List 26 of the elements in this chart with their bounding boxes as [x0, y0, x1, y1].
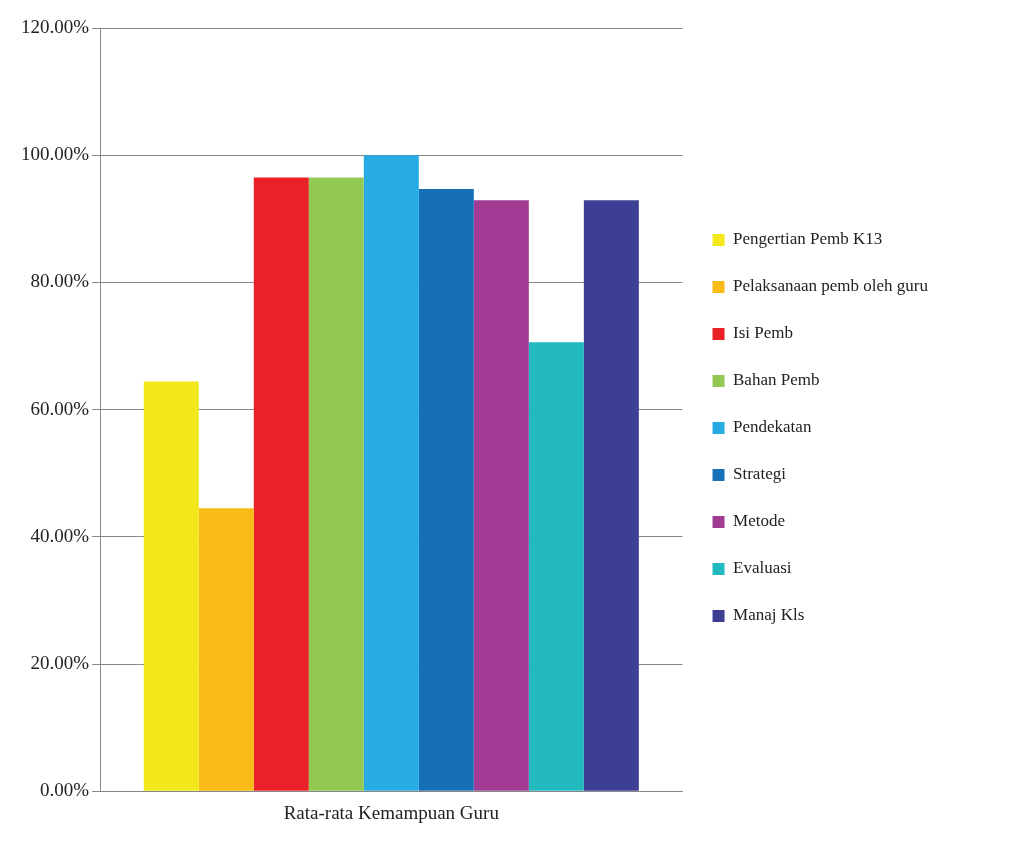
legend-label: Pendekatan [733, 417, 812, 437]
y-tick-label: 0.00% [40, 779, 90, 801]
legend-label: Strategi [733, 464, 787, 484]
legend-label: Bahan Pemb [733, 370, 820, 390]
bar [418, 188, 474, 791]
legend-label: Isi Pemb [733, 323, 794, 343]
y-tick-label: 120.00% [21, 15, 90, 37]
y-tick-label: 80.00% [30, 270, 90, 292]
x-tick-label: Rata-rata Kemampuan Guru [283, 801, 500, 823]
y-tick-label: 100.00% [21, 143, 90, 165]
y-tick-label: 20.00% [30, 651, 90, 673]
bar [198, 508, 254, 791]
bar [363, 155, 419, 791]
legend-label: Evaluasi [733, 558, 792, 578]
bar [253, 177, 309, 791]
legend-label: Pelaksanaan pemb oleh guru [733, 276, 929, 296]
y-tick-label: 40.00% [30, 524, 90, 546]
bar [308, 177, 364, 791]
legend-label: Pengertian Pemb K13 [733, 229, 883, 249]
bar [473, 200, 529, 791]
legend-label: Metode [733, 511, 785, 531]
bar [583, 200, 639, 791]
legend-label: Manaj Kls [733, 605, 805, 625]
bar [143, 381, 199, 791]
bar [528, 342, 584, 791]
y-tick-label: 60.00% [30, 397, 90, 419]
